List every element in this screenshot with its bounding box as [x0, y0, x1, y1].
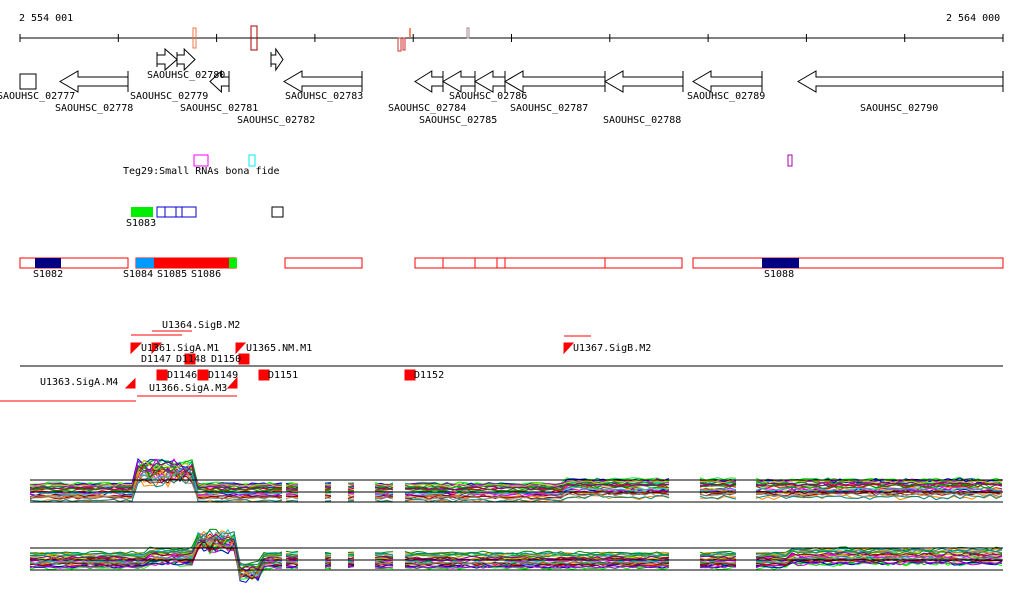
feature-label[interactable]: S1083 [126, 218, 157, 229]
gene-arrow [283, 70, 363, 93]
ruler-end: 2 564 000 [946, 13, 1001, 24]
gene-label[interactable]: SAOUHSC_02783 [285, 91, 364, 102]
promoter-marks [0, 330, 591, 402]
gene-label[interactable]: SAOUHSC_02782 [237, 115, 316, 126]
expression-profile-line [29, 541, 1003, 579]
expression-profile-line [29, 533, 1003, 572]
gene-label[interactable]: SAOUHSC_02785 [419, 115, 498, 126]
expression-profile-line [29, 538, 1003, 581]
promoter-label[interactable]: U1363.SigA.M4 [40, 377, 119, 388]
expression-profile-line [29, 541, 1003, 583]
gene-label[interactable]: SAOUHSC_02778 [55, 103, 134, 114]
gene-label[interactable]: SAOUHSC_02786 [449, 91, 528, 102]
promoter-label[interactable]: U1364.SigB.M2 [162, 320, 241, 331]
gene-label[interactable]: SAOUHSC_02781 [180, 103, 259, 114]
feature-label[interactable]: S1088 [764, 269, 795, 280]
gene-arrow [209, 69, 230, 94]
srna-track-label: Teg29:Small RNAs bona fide [123, 166, 280, 177]
gene-arrow [604, 70, 684, 93]
terminator-label[interactable]: D1146 [167, 370, 198, 381]
feature-label[interactable]: S1082 [33, 269, 64, 280]
gene-label[interactable]: SAOUHSC_02788 [603, 115, 682, 126]
ruler-marks [192, 25, 470, 52]
feature-label[interactable]: S1085 [157, 269, 188, 280]
promoter-label[interactable]: U1361.SigA.M1 [141, 343, 220, 354]
expression-profile-line [29, 470, 1003, 501]
promoter-label[interactable]: U1365.NM.M1 [246, 343, 313, 354]
expression-profile-line [29, 475, 1003, 503]
gene-arrow [176, 47, 196, 72]
gene-arrow [270, 47, 284, 72]
gene-label[interactable]: SAOUHSC_02790 [860, 103, 939, 114]
terminator-label[interactable]: D1151 [268, 370, 299, 381]
gene-arrow [474, 70, 506, 93]
promoter-label[interactable]: U1367.SigB.M2 [573, 343, 652, 354]
gene-label[interactable]: SAOUHSC_02787 [510, 103, 589, 114]
promoter-label[interactable]: U1366.SigA.M3 [149, 383, 228, 394]
gene-label[interactable]: SAOUHSC_02784 [388, 103, 467, 114]
gene-arrow [59, 70, 129, 93]
ruler-start: 2 554 001 [19, 13, 74, 24]
feature-label[interactable]: S1084 [123, 269, 154, 280]
gene-arrow [692, 70, 763, 93]
gene-arrow [504, 70, 606, 93]
terminator-label[interactable]: D1147 [141, 354, 172, 365]
gene-label[interactable]: SAOUHSC_02779 [130, 91, 209, 102]
gene-arrow [156, 47, 178, 72]
srna-purple [787, 154, 793, 167]
expression-profile-line [29, 461, 1003, 490]
terminator-label[interactable]: D1152 [414, 370, 445, 381]
gene-label[interactable]: SAOUHSC_02777 [0, 91, 76, 102]
gene-arrow [414, 70, 444, 93]
srna-cyan [248, 154, 256, 167]
terminator-label[interactable]: D1149 [208, 370, 239, 381]
expression-profile-line [29, 530, 1003, 566]
terminator-label[interactable]: D1148 [176, 354, 207, 365]
terminator-label[interactable]: D1150 [211, 354, 242, 365]
srna-magenta [193, 154, 209, 167]
gene-arrow [442, 70, 476, 93]
feature-label[interactable]: S1086 [191, 269, 222, 280]
gene-arrow [19, 73, 37, 90]
gene-arrow [797, 70, 1004, 93]
feature-s1083 [131, 207, 153, 217]
gene-label[interactable]: SAOUHSC_02780 [147, 70, 226, 81]
gene-label[interactable]: SAOUHSC_02789 [687, 91, 766, 102]
expression-profile-line [29, 459, 1003, 488]
